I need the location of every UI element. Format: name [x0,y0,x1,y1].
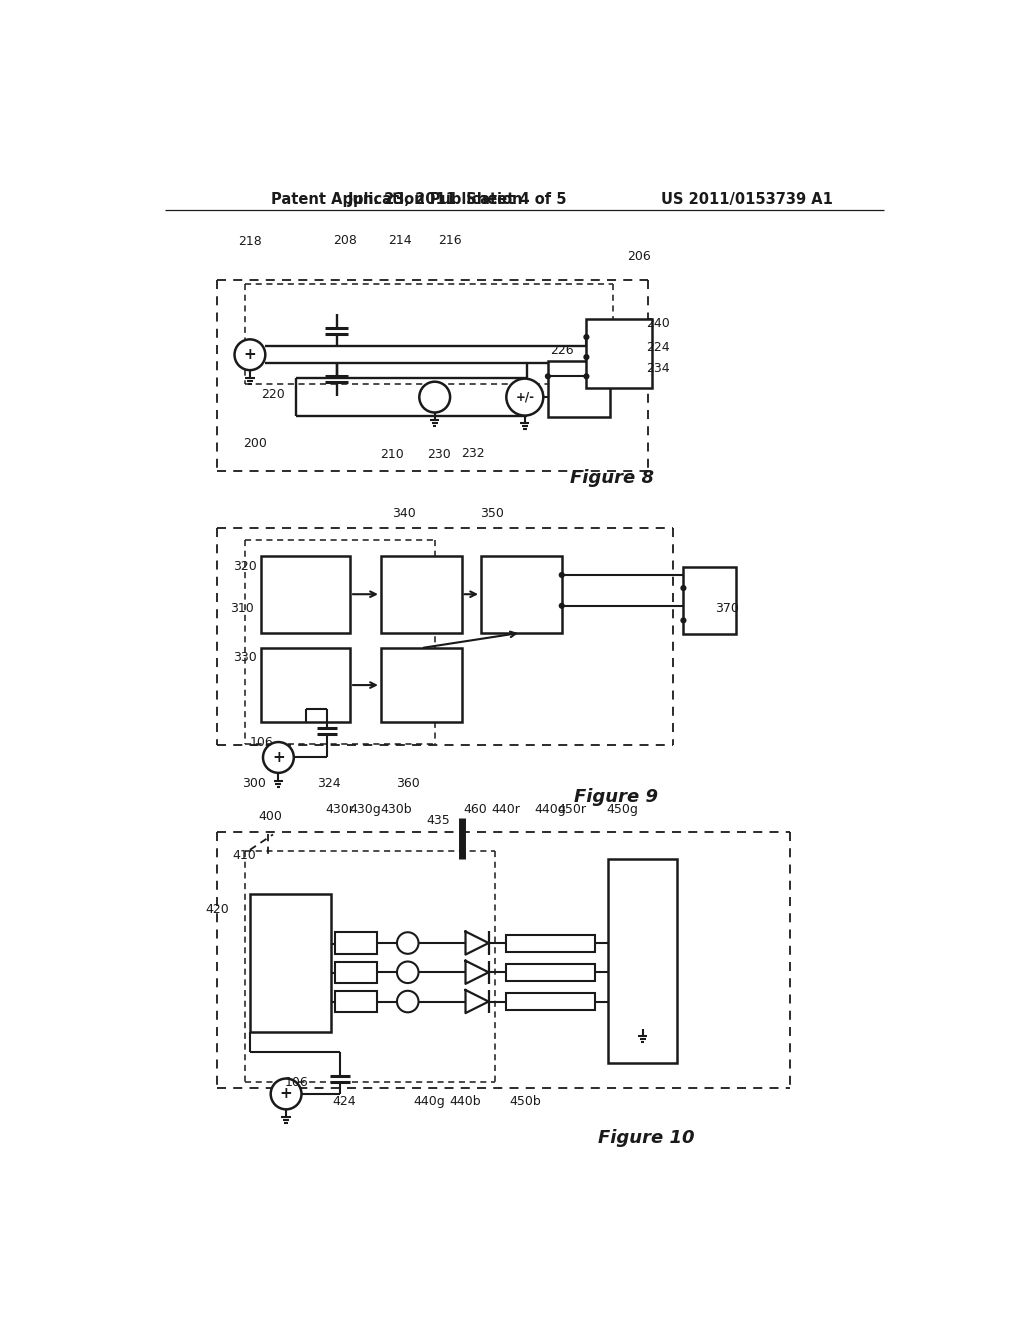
Text: 200: 200 [244,437,267,450]
Bar [335,991,377,1012]
Text: 208: 208 [333,234,356,247]
Bar [587,318,652,388]
Text: 230: 230 [427,449,451,462]
Circle shape [680,618,686,623]
Text: 450b: 450b [509,1096,541,1109]
Bar [506,935,595,952]
Circle shape [263,742,294,774]
Bar [335,961,377,983]
Circle shape [584,374,590,379]
Circle shape [559,572,565,578]
Text: Patent Application Publication: Patent Application Publication [270,191,522,207]
Bar [506,993,595,1010]
Text: 206: 206 [627,251,650,264]
Text: 440g: 440g [414,1096,445,1109]
Circle shape [584,354,590,360]
Text: +: + [280,1086,293,1101]
Text: 106: 106 [285,1076,308,1089]
Text: 450g: 450g [606,803,638,816]
Bar [250,894,331,1032]
Text: Figure 9: Figure 9 [573,788,657,807]
Text: 460: 460 [463,803,486,816]
Text: 210: 210 [381,449,404,462]
Bar [261,556,350,632]
Bar [335,932,377,954]
Text: 320: 320 [232,560,256,573]
Text: 440g: 440g [535,803,566,816]
Text: 216: 216 [438,234,462,247]
Text: Jun. 23, 2011  Sheet 4 of 5: Jun. 23, 2011 Sheet 4 of 5 [348,191,567,207]
Bar [381,556,462,632]
Bar [683,566,736,635]
Text: Figure 10: Figure 10 [598,1129,694,1147]
Text: US 2011/0153739 A1: US 2011/0153739 A1 [660,191,833,207]
Text: +: + [272,750,285,766]
Text: 310: 310 [230,602,254,615]
Text: 370: 370 [716,602,739,615]
Circle shape [397,991,419,1012]
Text: 226: 226 [550,345,573,358]
Text: 324: 324 [317,777,341,791]
Text: 350: 350 [480,507,505,520]
Circle shape [545,374,551,379]
Text: 410: 410 [232,849,256,862]
Circle shape [419,381,451,413]
Bar [381,648,462,722]
Text: +: + [244,347,256,362]
Text: 430g: 430g [349,803,381,816]
Bar [608,859,677,1063]
Text: 234: 234 [646,362,670,375]
Text: 440r: 440r [492,803,520,816]
Text: 330: 330 [232,651,256,664]
Text: 218: 218 [238,235,262,248]
Text: 220: 220 [261,388,285,400]
Text: 106: 106 [250,735,273,748]
Bar [261,648,350,722]
Text: 232: 232 [462,446,485,459]
Text: 420: 420 [205,903,228,916]
Text: 450r: 450r [557,803,587,816]
Circle shape [559,603,565,609]
Text: 430b: 430b [380,803,412,816]
Bar [548,360,609,417]
Text: 300: 300 [242,777,265,791]
Text: 400: 400 [259,810,283,824]
Circle shape [270,1078,301,1109]
Circle shape [234,339,265,370]
Text: 440b: 440b [450,1096,481,1109]
Text: 360: 360 [396,777,420,791]
Bar [481,556,562,632]
Bar [506,964,595,981]
Circle shape [506,379,544,416]
Text: 214: 214 [388,234,412,247]
Text: 340: 340 [392,507,416,520]
Circle shape [397,961,419,983]
Text: Figure 8: Figure 8 [569,469,653,487]
Circle shape [584,334,590,341]
Text: +/-: +/- [515,391,535,404]
Text: 430r: 430r [326,803,354,816]
Text: 435: 435 [427,814,451,828]
Circle shape [397,932,419,954]
Circle shape [680,585,686,591]
Text: 240: 240 [646,317,670,330]
Text: 424: 424 [333,1096,356,1109]
Text: 224: 224 [646,341,670,354]
